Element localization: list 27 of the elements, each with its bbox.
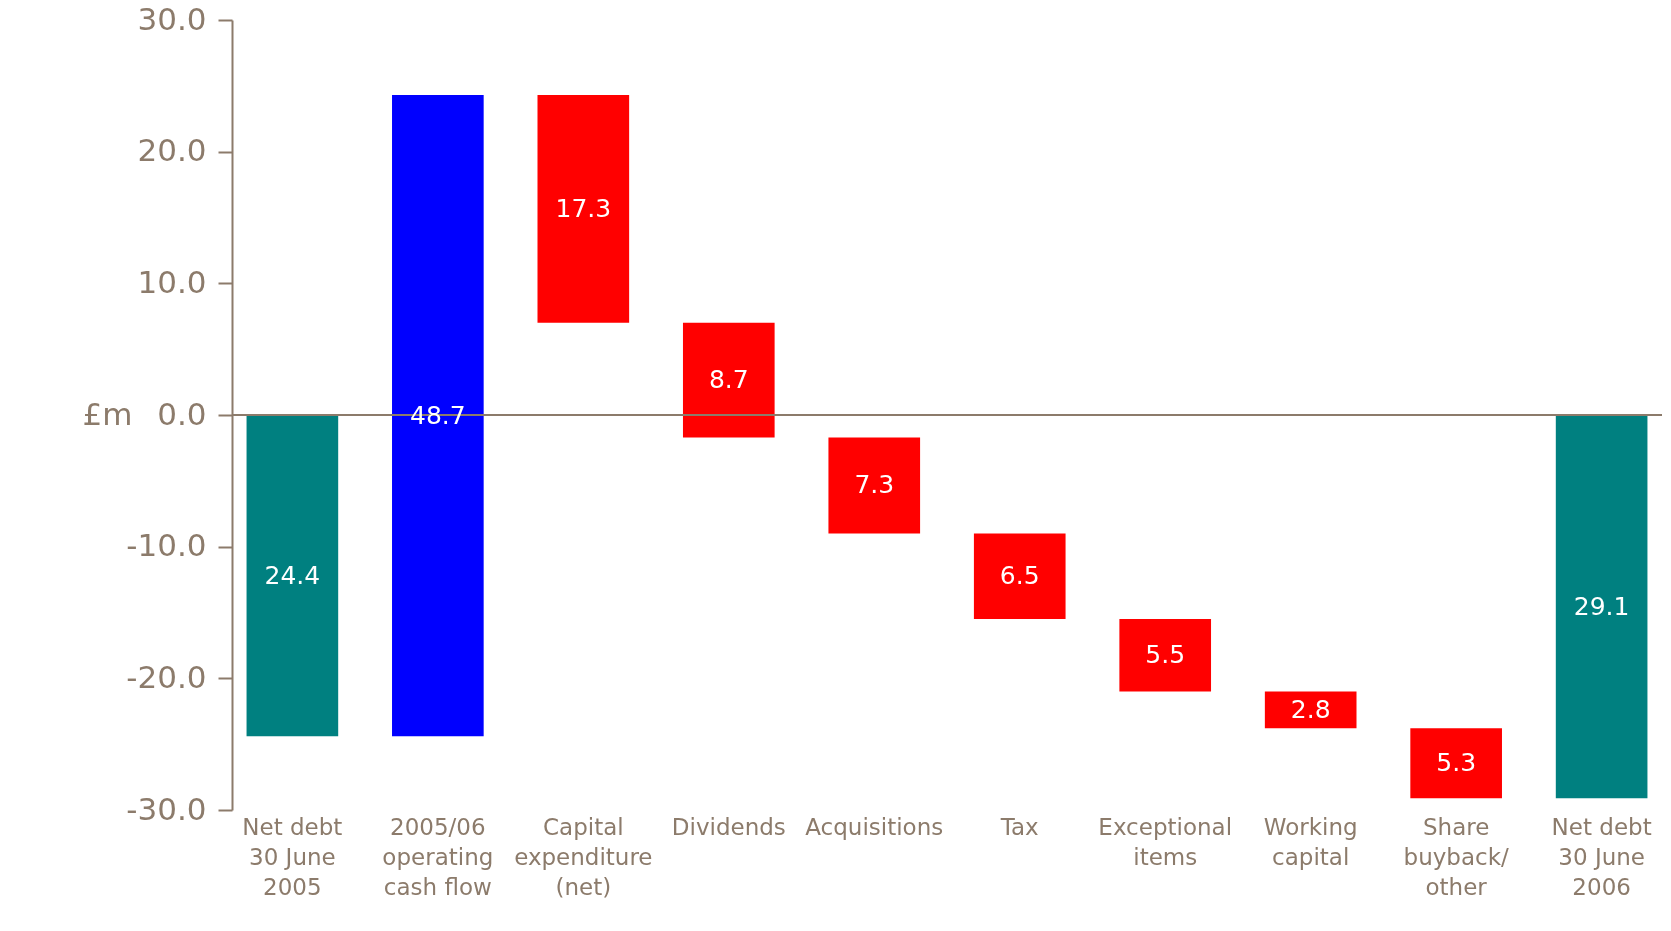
x-tick-label: Net debt 30 June 2005 <box>242 813 343 900</box>
x-tick-label: 2005/06 operating cash flow <box>382 813 494 900</box>
data-label: 7.3 <box>854 470 895 500</box>
y-tick-label: 10.0 <box>137 263 207 300</box>
x-tick-label: Net debt 30 June 2006 <box>1551 813 1652 900</box>
data-label: 5.5 <box>1145 640 1186 670</box>
x-tick-label: Working capital <box>1263 813 1358 870</box>
data-label: 2.8 <box>1290 694 1331 724</box>
data-label: 5.3 <box>1436 748 1477 778</box>
y-tick-label: -30.0 <box>126 790 207 827</box>
y-tick-label: -10.0 <box>126 527 207 564</box>
y-tick-label: -20.0 <box>126 658 207 695</box>
y-tick-label: 30.0 <box>137 0 207 37</box>
y-tick-label: 20.0 <box>137 132 207 169</box>
x-tick-label: Dividends <box>671 813 786 840</box>
data-label: 29.1 <box>1573 591 1630 621</box>
data-label: 8.7 <box>708 365 749 395</box>
data-label: 6.5 <box>999 561 1040 591</box>
data-label: 17.3 <box>555 193 612 223</box>
x-tick-label: Capital expenditure (net) <box>514 813 653 900</box>
x-tick-label: Tax <box>999 813 1039 840</box>
x-tick-label: Exceptional items <box>1098 813 1233 870</box>
data-label: 24.4 <box>264 560 321 590</box>
y-axis-title: £m <box>82 395 133 432</box>
x-tick-label: Acquisitions <box>805 813 944 840</box>
x-tick-label: Share buyback/ other <box>1403 813 1509 900</box>
y-tick-label: 0.0 <box>157 395 207 432</box>
